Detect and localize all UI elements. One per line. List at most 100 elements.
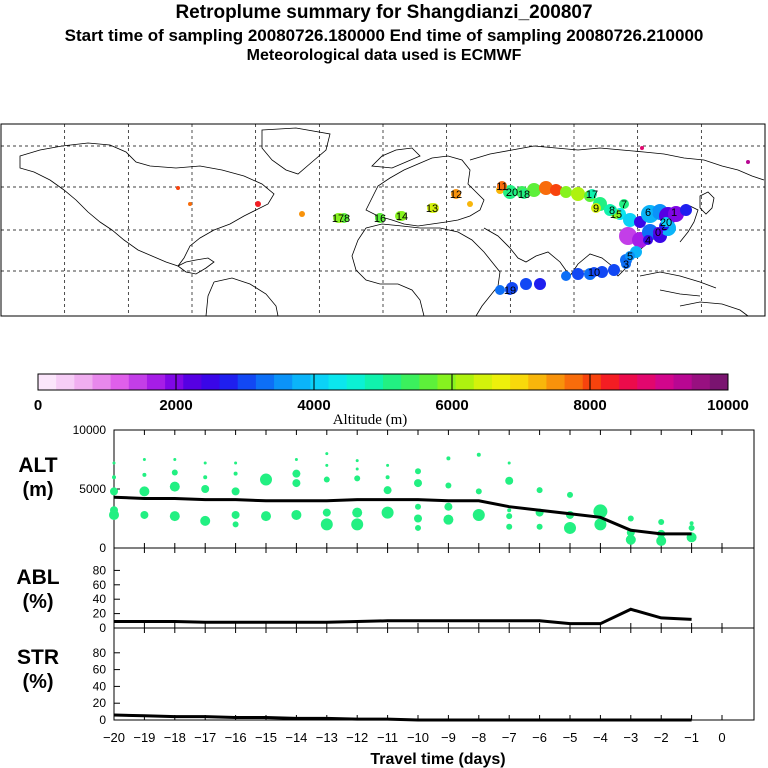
plume-start-marker [505, 285, 515, 295]
panel-ylabel: ABL [16, 566, 59, 589]
colorbar-cells [38, 374, 729, 390]
plume-start-marker [497, 181, 507, 191]
panel-ylabel: ALT [18, 454, 57, 477]
plume-particle [299, 211, 305, 217]
central-america-coast [177, 257, 215, 275]
plume-start-marker [507, 187, 517, 197]
plume-start-marker [427, 203, 437, 213]
greenland-coast [261, 127, 331, 175]
alt-particle-dot [506, 523, 513, 530]
plume-particle [255, 201, 261, 207]
alt-particle-dot [351, 518, 364, 531]
alt-particle-dot [507, 508, 512, 513]
altitude-colorbar: 0 2000 4000 6000 8000 10000 Altitude (m) [34, 373, 749, 428]
x-tick-label: −18 [164, 730, 186, 745]
x-tick-label: 0 [718, 730, 725, 745]
colorbar-cell [419, 374, 438, 390]
alt-particle-dot [627, 515, 634, 522]
colorbar-cell [310, 374, 330, 390]
alt-particle-dot [200, 515, 211, 526]
colorbar-tick-label: 6000 [435, 397, 468, 414]
plume-start-label: 1 [671, 207, 677, 219]
plume-particle [680, 204, 692, 216]
alt-particle-dot [355, 467, 359, 471]
plume-start-label: 3 [623, 259, 629, 271]
colorbar-cell [346, 374, 366, 390]
y-tick-label: 20 [93, 607, 107, 621]
alt-particle-dot [169, 511, 180, 522]
plume-start-marker [625, 251, 635, 261]
plume-particle [467, 201, 473, 207]
chart-title: Retroplume summary for Shangdianzi_20080… [175, 2, 593, 23]
colorbar-cell [401, 374, 420, 390]
plume-start-label: 12 [450, 189, 462, 201]
alt-particle-dot [507, 461, 511, 465]
plume-start-label: 20 [660, 217, 672, 229]
panel-ylabel: STR [17, 646, 59, 669]
x-tick-label: −20 [103, 730, 125, 745]
colorbar-cell [473, 374, 493, 390]
plume-start-marker [333, 213, 343, 223]
plume-start-label: 6 [645, 207, 651, 219]
colorbar-tick-label: 0 [34, 397, 42, 414]
x-tick-label: −9 [441, 730, 456, 745]
colorbar-cell [600, 374, 620, 390]
colorbar-cell [255, 374, 275, 390]
plume-start-label: 17 [332, 213, 344, 225]
alt-particle-dot [564, 521, 576, 534]
y-tick-label: 80 [93, 563, 107, 577]
colorbar-cell [528, 374, 547, 390]
alt-particle-dot [445, 482, 452, 489]
colorbar-cell [673, 374, 693, 390]
colorbar-cell [582, 374, 602, 390]
colorbar-cell [328, 374, 348, 390]
colorbar-ticks: 0 2000 4000 6000 8000 10000 [34, 374, 749, 414]
x-tick-label: −13 [316, 730, 338, 745]
alt-particle-dot [656, 535, 667, 546]
plume-start-label: 20 [506, 187, 518, 199]
panel-alt: ALT(m) 0 5000 10000 [18, 423, 755, 555]
plume-start-label: 16 [374, 213, 386, 225]
y-tick-label: 60 [93, 578, 107, 592]
alt-particle-dot [414, 479, 422, 488]
colorbar-cell [455, 374, 475, 390]
x-tick-label: −3 [623, 730, 638, 745]
colorbar-cell [110, 374, 130, 390]
x-tick-label: −2 [654, 730, 669, 745]
alt-particle-dot [292, 469, 301, 478]
plume-start-marker [375, 213, 385, 223]
x-tick-label: −6 [532, 730, 547, 745]
australia-coast [679, 301, 749, 317]
plume-start-marker [587, 189, 597, 199]
colorbar-cell [691, 374, 711, 390]
alt-particle-dot [567, 491, 573, 498]
alt-particle-dot [325, 463, 329, 467]
alt-particle-dot [536, 523, 543, 530]
colorbar-cell [183, 374, 202, 390]
plume-start-label: 8 [609, 205, 615, 217]
colorbar-cell [219, 374, 239, 390]
panel-series-line [113, 495, 692, 536]
plume-start-marker [397, 211, 407, 221]
alt-particle-dot [142, 472, 147, 477]
y-tick-label: 0 [99, 713, 106, 727]
alt-particle-dot [594, 518, 607, 531]
plume-particle [539, 181, 553, 195]
x-tick-label: −15 [255, 730, 277, 745]
alt-particle-dot [381, 506, 394, 519]
colorbar-tick-label: 8000 [573, 397, 606, 414]
plume-particle [746, 160, 750, 164]
colorbar-cell [510, 374, 529, 390]
plume-start-marker [661, 217, 671, 227]
alt-particle-dot [505, 476, 514, 485]
colorbar-cell [92, 374, 112, 390]
y-tick-label: 40 [93, 679, 107, 693]
alt-particle-dot [294, 458, 298, 461]
alt-particle-dot [203, 475, 208, 480]
alt-particle-dot [203, 461, 207, 465]
colorbar-cell [546, 374, 566, 390]
colorbar-cell [619, 374, 638, 390]
